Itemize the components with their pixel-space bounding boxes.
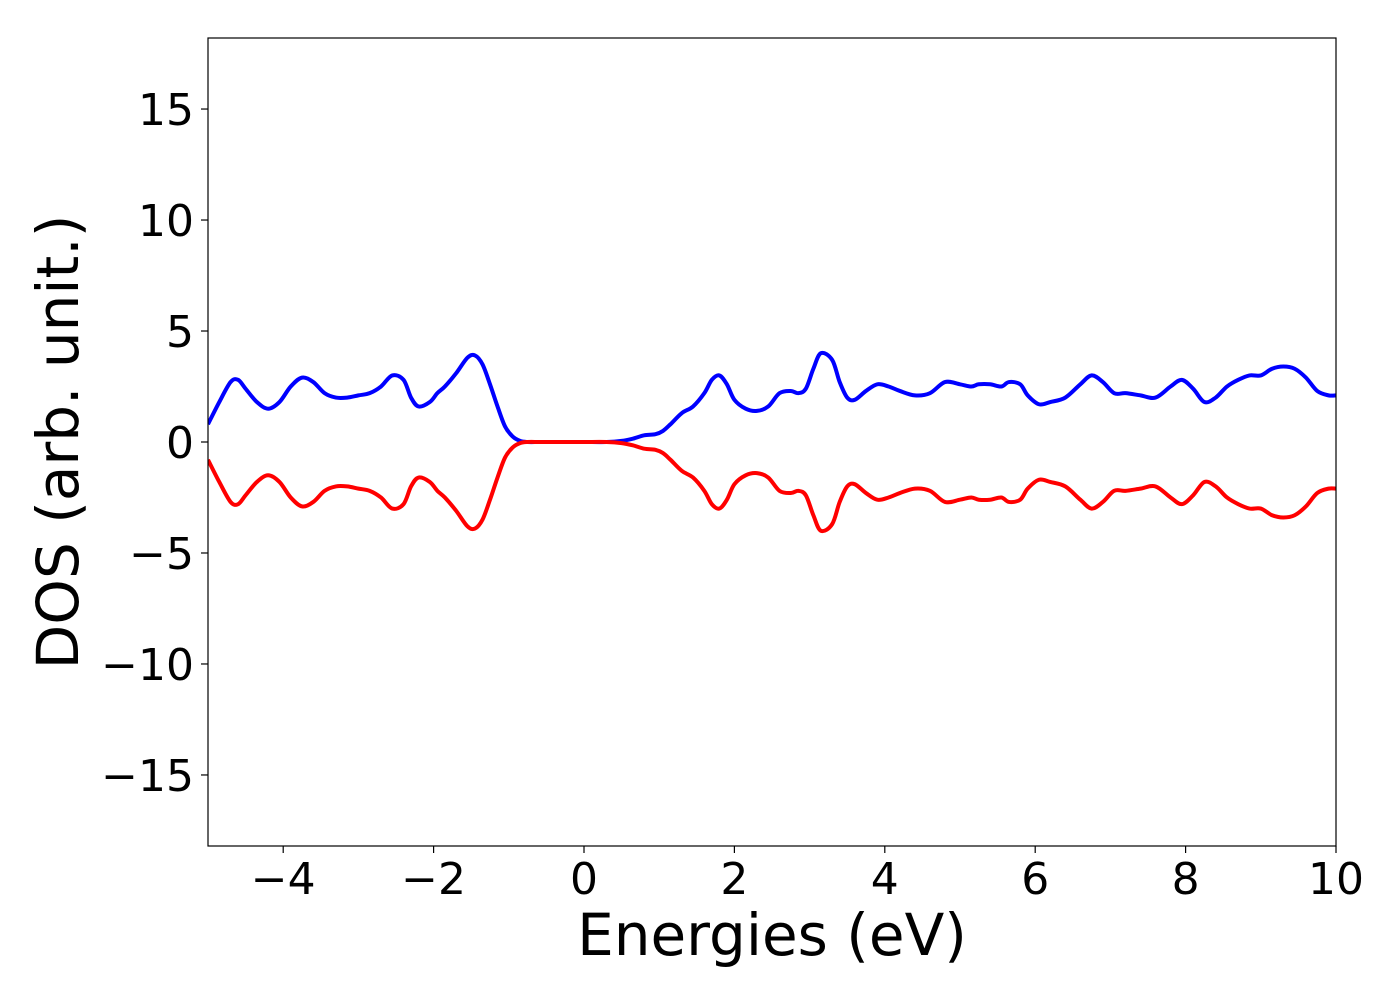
y-tick-label: 5 xyxy=(166,307,194,358)
dos-spin-down-line xyxy=(208,439,1336,534)
y-tick-label: −10 xyxy=(101,640,194,691)
x-tick-label: 2 xyxy=(720,854,748,905)
y-tick-label: −15 xyxy=(101,751,194,802)
y-tick-label: 0 xyxy=(166,418,194,469)
x-tick-label: 6 xyxy=(1021,854,1049,905)
x-axis-title: Energies (eV) xyxy=(577,901,967,969)
series-layer xyxy=(208,350,1336,534)
x-tick-label: −2 xyxy=(401,854,466,905)
x-tick-label: 0 xyxy=(570,854,598,905)
y-axis-title: DOS (arb. unit.) xyxy=(24,215,92,670)
x-axis: −4 −2 0 2 4 6 8 10 xyxy=(251,846,1364,905)
x-tick-label: 4 xyxy=(871,854,899,905)
dos-spin-up-line xyxy=(208,350,1336,445)
y-tick-label: −5 xyxy=(129,529,194,580)
x-tick-label: 8 xyxy=(1172,854,1200,905)
y-axis: −15 −10 −5 0 5 10 15 xyxy=(101,85,208,802)
y-tick-label: 10 xyxy=(138,196,194,247)
x-tick-label: −4 xyxy=(251,854,316,905)
plot-frame xyxy=(207,37,1337,847)
x-tick-label: 10 xyxy=(1308,854,1364,905)
y-tick-label: 15 xyxy=(138,85,194,136)
